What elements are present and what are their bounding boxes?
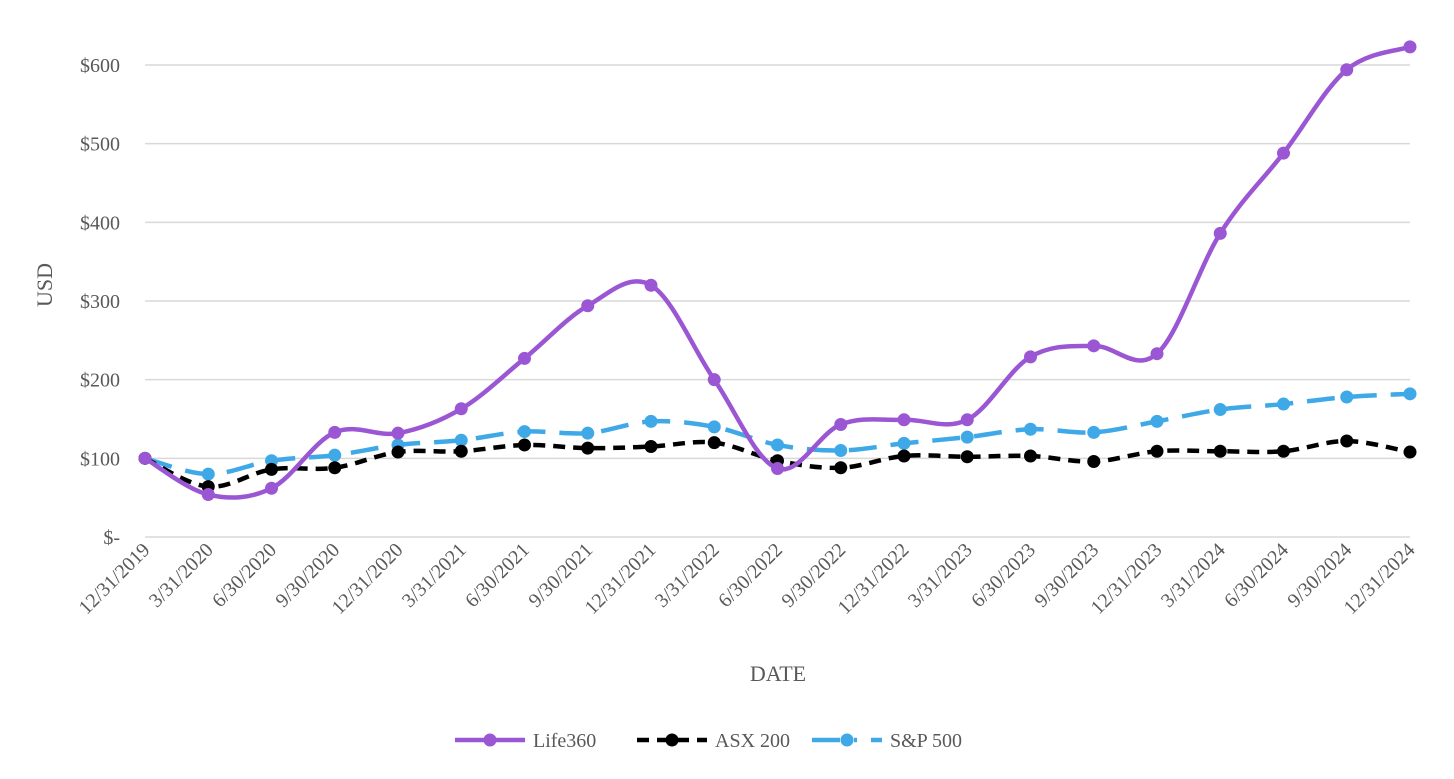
data-point bbox=[201, 467, 215, 481]
y-axis-label: USD bbox=[32, 263, 57, 307]
data-point bbox=[897, 436, 911, 450]
series-line bbox=[144, 391, 1411, 477]
x-tick-label: 6/30/2022 bbox=[714, 539, 787, 612]
data-point bbox=[1150, 444, 1164, 458]
y-tick-label: $100 bbox=[80, 448, 120, 470]
legend-item: ASX 200 bbox=[637, 730, 790, 752]
x-tick-label: 6/30/2023 bbox=[967, 539, 1040, 612]
legend-marker bbox=[840, 733, 854, 747]
y-tick-label: $200 bbox=[80, 370, 120, 392]
y-axis-ticks: $- $100 $200 $300 $400 $500 $600 bbox=[80, 55, 120, 549]
data-point bbox=[1213, 444, 1227, 458]
data-point bbox=[644, 440, 658, 454]
legend-item: S&P 500 bbox=[812, 730, 962, 752]
data-point bbox=[1024, 449, 1037, 463]
x-tick-label: 6/30/2024 bbox=[1220, 539, 1293, 612]
data-point bbox=[328, 461, 342, 475]
data-point bbox=[771, 462, 784, 476]
series-lines bbox=[138, 40, 1417, 502]
data-point bbox=[391, 445, 405, 459]
x-tick-label: 6/30/2020 bbox=[208, 539, 281, 612]
x-tick-label: 6/30/2021 bbox=[461, 539, 534, 612]
x-tick-label: 3/31/2023 bbox=[904, 539, 977, 612]
data-point bbox=[1277, 397, 1290, 411]
legend-marker bbox=[665, 733, 679, 747]
data-point bbox=[1087, 425, 1101, 439]
legend-label: ASX 200 bbox=[715, 730, 790, 752]
data-point bbox=[960, 430, 974, 444]
legend-label: S&P 500 bbox=[890, 730, 962, 752]
data-point bbox=[707, 436, 721, 450]
data-point bbox=[1277, 146, 1290, 160]
y-tick-label: $400 bbox=[80, 212, 120, 234]
data-point bbox=[1213, 403, 1227, 417]
legend-marker bbox=[483, 733, 497, 747]
x-axis-label: DATE bbox=[750, 661, 806, 686]
data-point bbox=[328, 425, 342, 439]
data-point bbox=[518, 438, 531, 452]
data-point bbox=[581, 441, 595, 455]
data-point bbox=[1403, 445, 1417, 459]
data-point bbox=[1403, 40, 1417, 54]
data-point bbox=[1087, 454, 1101, 468]
x-tick-label: 3/31/2024 bbox=[1157, 539, 1230, 612]
x-tick-label: 3/31/2021 bbox=[398, 539, 471, 612]
data-point bbox=[454, 402, 468, 416]
data-point bbox=[391, 426, 405, 440]
legend-item: Life360 bbox=[455, 730, 596, 752]
data-point bbox=[644, 414, 658, 428]
data-point bbox=[707, 420, 721, 434]
data-point bbox=[1340, 390, 1354, 404]
data-point bbox=[1340, 434, 1354, 448]
data-point bbox=[1340, 63, 1354, 77]
data-point bbox=[897, 449, 911, 463]
y-tick-label: $500 bbox=[80, 134, 120, 156]
data-point bbox=[1213, 226, 1227, 240]
data-point bbox=[644, 278, 658, 292]
legend: Life360 ASX 200 S&P 500 bbox=[455, 730, 962, 752]
data-point bbox=[897, 413, 911, 427]
legend-label: Life360 bbox=[533, 730, 596, 752]
x-tick-label: 3/31/2020 bbox=[145, 539, 218, 612]
data-point bbox=[454, 444, 468, 458]
x-tick-label: 3/31/2022 bbox=[651, 539, 724, 612]
data-point bbox=[834, 461, 848, 475]
data-point bbox=[518, 351, 531, 365]
data-point bbox=[265, 481, 278, 495]
data-point bbox=[265, 462, 278, 476]
y-tick-label: $- bbox=[103, 527, 120, 549]
data-point bbox=[581, 426, 595, 440]
data-point bbox=[1403, 387, 1417, 401]
gridlines bbox=[145, 64, 1410, 538]
data-point bbox=[1277, 444, 1290, 458]
data-point bbox=[834, 418, 848, 432]
data-point bbox=[454, 433, 468, 447]
y-tick-label: $600 bbox=[80, 55, 120, 77]
data-point bbox=[1150, 414, 1164, 428]
x-tick-label: 12/31/2019 bbox=[75, 539, 155, 619]
data-point bbox=[834, 443, 848, 457]
data-point bbox=[518, 425, 531, 439]
x-axis-ticks: 12/31/20193/31/20206/30/20209/30/202012/… bbox=[75, 539, 1420, 619]
data-point bbox=[581, 299, 595, 313]
series-life360 bbox=[138, 40, 1417, 502]
data-point bbox=[707, 373, 721, 387]
y-tick-label: $300 bbox=[80, 291, 120, 313]
data-point bbox=[1087, 339, 1101, 353]
data-point bbox=[1024, 422, 1037, 436]
data-point bbox=[201, 488, 215, 502]
data-point bbox=[138, 451, 152, 465]
data-point bbox=[328, 448, 342, 462]
data-point bbox=[960, 413, 974, 427]
data-point bbox=[1024, 350, 1037, 364]
data-point bbox=[771, 438, 784, 452]
data-point bbox=[960, 450, 974, 464]
data-point bbox=[1150, 347, 1164, 361]
